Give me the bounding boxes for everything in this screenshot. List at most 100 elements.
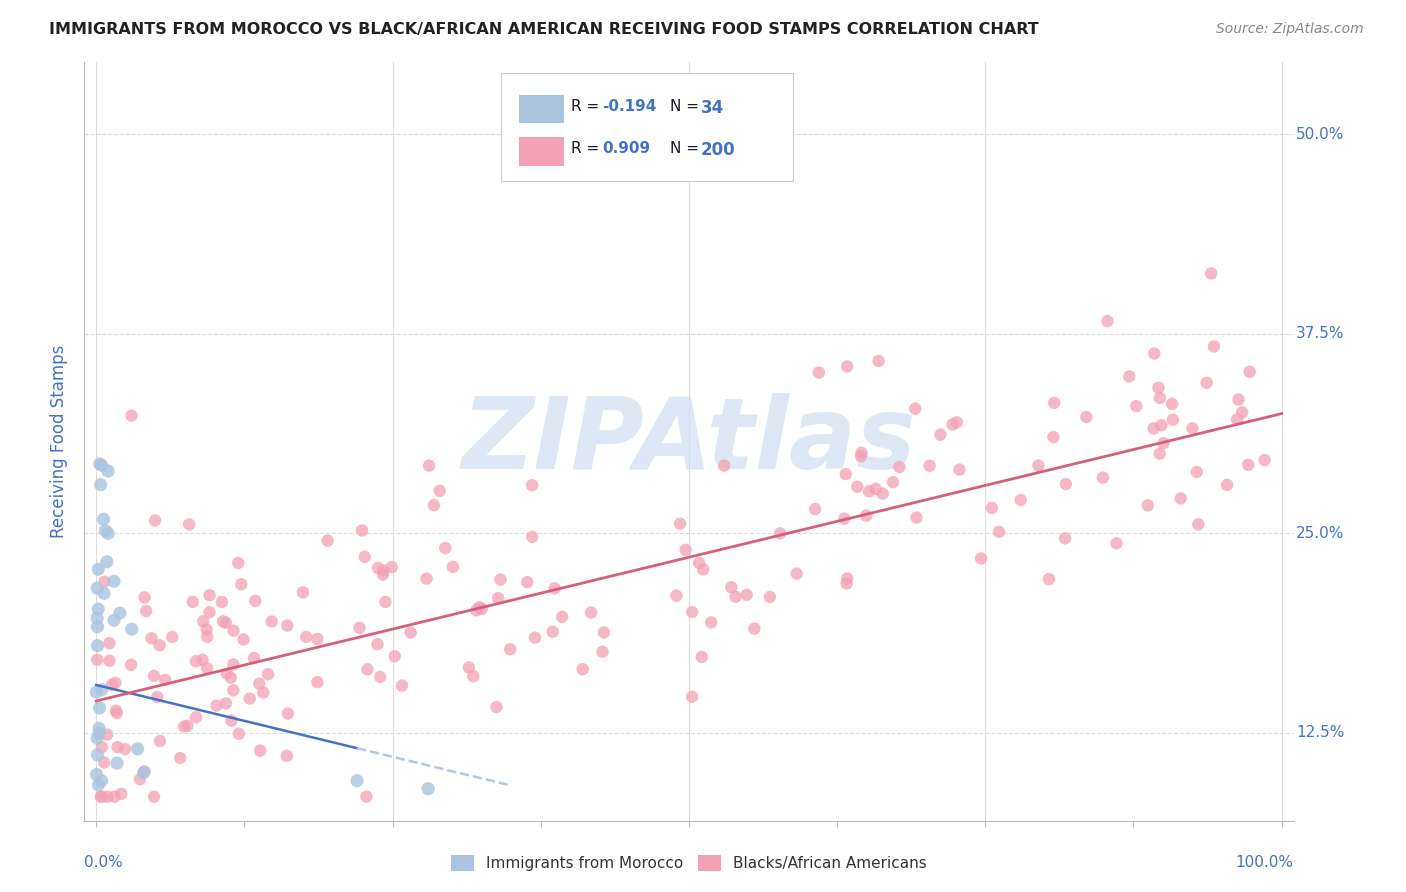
Immigrants from Morocco (93, 586, 115, 600)
Blacks/African Americans (835, 576, 858, 591)
Blacks/African Americans (516, 575, 538, 590)
Immigrants from Morocco (103, 613, 125, 627)
Blacks/African Americans (373, 563, 395, 577)
Blacks/African Americans (149, 734, 172, 748)
Blacks/African Americans (1136, 499, 1159, 513)
Blacks/African Americans (471, 602, 494, 616)
Blacks/African Americans (724, 590, 747, 604)
Blacks/African Americans (120, 657, 142, 672)
Blacks/African Americans (367, 561, 389, 575)
Text: 25.0%: 25.0% (1296, 525, 1344, 541)
Blacks/African Americans (249, 744, 271, 758)
Blacks/African Americans (107, 740, 129, 755)
Blacks/African Americans (104, 676, 127, 690)
Immigrants from Morocco (86, 581, 108, 595)
Blacks/African Americans (352, 524, 374, 538)
Blacks/African Americans (98, 636, 121, 650)
Blacks/African Americans (98, 654, 121, 668)
Blacks/African Americans (970, 551, 993, 566)
Blacks/African Americans (371, 567, 394, 582)
Blacks/African Americans (243, 651, 266, 665)
Immigrants from Morocco (96, 555, 118, 569)
Immigrants from Morocco (87, 562, 110, 576)
Blacks/African Americans (195, 630, 218, 644)
Immigrants from Morocco (418, 781, 440, 796)
Blacks/African Americans (276, 748, 298, 763)
Blacks/African Americans (143, 513, 166, 527)
Blacks/African Americans (1253, 453, 1275, 467)
Blacks/African Americans (169, 751, 191, 765)
Blacks/African Americans (942, 417, 965, 432)
Blacks/African Americans (1097, 314, 1119, 328)
Blacks/African Americans (855, 508, 877, 523)
Blacks/African Americans (681, 690, 703, 704)
Blacks/African Americans (786, 566, 808, 581)
Blacks/African Americans (1149, 447, 1171, 461)
Immigrants from Morocco (93, 512, 115, 526)
Blacks/African Americans (807, 366, 830, 380)
Immigrants from Morocco (86, 767, 108, 781)
Blacks/African Americans (90, 740, 112, 755)
Immigrants from Morocco (87, 778, 110, 792)
Blacks/African Americans (1143, 346, 1166, 360)
Blacks/African Americans (101, 678, 124, 692)
Blacks/African Americans (1043, 396, 1066, 410)
Blacks/African Americans (1076, 410, 1098, 425)
Text: -0.194: -0.194 (602, 99, 657, 114)
Blacks/African Americans (520, 478, 543, 492)
Immigrants from Morocco (87, 721, 110, 735)
Immigrants from Morocco (86, 611, 108, 625)
Blacks/African Americans (114, 742, 136, 756)
Blacks/African Americans (489, 573, 512, 587)
Blacks/African Americans (1010, 492, 1032, 507)
Immigrants from Morocco (103, 574, 125, 589)
Blacks/African Americans (1028, 458, 1050, 473)
Blacks/African Americans (1161, 413, 1184, 427)
Blacks/African Americans (215, 666, 238, 681)
Blacks/African Americans (1185, 465, 1208, 479)
Blacks/African Americans (162, 630, 184, 644)
Blacks/African Americans (134, 764, 156, 779)
Blacks/African Americans (381, 560, 404, 574)
Blacks/African Americans (366, 637, 388, 651)
Text: 37.5%: 37.5% (1296, 326, 1344, 342)
Text: ZIPAtlas: ZIPAtlas (461, 393, 917, 490)
Blacks/African Americans (675, 542, 697, 557)
Blacks/African Americans (149, 638, 172, 652)
Blacks/African Americans (245, 594, 267, 608)
Blacks/African Americans (889, 459, 911, 474)
Blacks/African Americans (96, 728, 118, 742)
Blacks/African Americans (129, 772, 152, 787)
Blacks/African Americans (835, 467, 858, 481)
Blacks/African Americans (551, 609, 574, 624)
Blacks/African Americans (143, 669, 166, 683)
Blacks/African Americans (173, 719, 195, 733)
Blacks/African Americans (356, 789, 378, 804)
Immigrants from Morocco (90, 458, 112, 473)
Blacks/African Americans (865, 482, 887, 496)
Blacks/African Americans (86, 653, 108, 667)
Blacks/African Americans (468, 600, 491, 615)
Blacks/African Americans (195, 661, 218, 675)
Blacks/African Americans (295, 630, 318, 644)
Blacks/African Americans (579, 606, 602, 620)
Blacks/African Americans (1181, 421, 1204, 435)
Blacks/African Americans (231, 577, 253, 591)
Blacks/African Americans (316, 533, 339, 548)
Blacks/African Americans (524, 631, 547, 645)
Blacks/African Americans (1195, 376, 1218, 390)
Text: IMMIGRANTS FROM MOROCCO VS BLACK/AFRICAN AMERICAN RECEIVING FOOD STAMPS CORRELAT: IMMIGRANTS FROM MOROCCO VS BLACK/AFRICAN… (49, 22, 1039, 37)
Blacks/African Americans (155, 673, 177, 687)
Blacks/African Americans (541, 624, 564, 639)
Blacks/African Americans (423, 498, 446, 512)
Blacks/African Americans (744, 622, 766, 636)
Blacks/African Americans (1216, 478, 1239, 492)
Blacks/African Americans (277, 706, 299, 721)
Blacks/African Americans (195, 623, 218, 637)
Text: Source: ZipAtlas.com: Source: ZipAtlas.com (1216, 22, 1364, 37)
Blacks/African Americans (485, 700, 508, 714)
Blacks/African Americans (713, 458, 735, 473)
Text: 100.0%: 100.0% (1236, 855, 1294, 870)
Blacks/African Americans (93, 574, 115, 589)
Blacks/African Americans (179, 517, 201, 532)
